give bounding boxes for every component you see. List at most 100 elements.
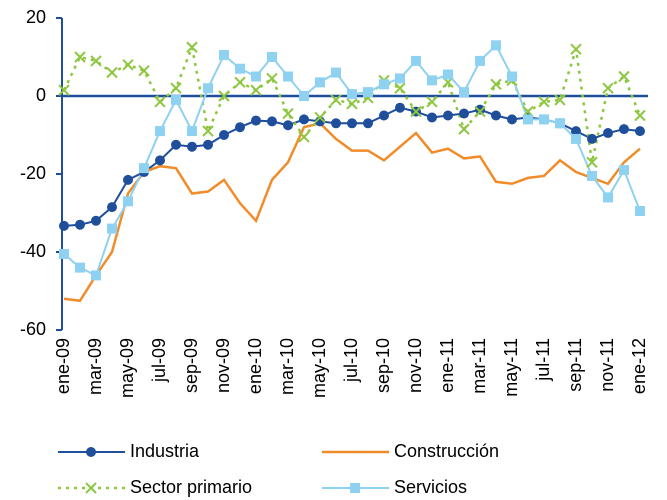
series-line [63, 121, 641, 303]
data-point [155, 126, 165, 137]
data-point [459, 87, 469, 98]
data-point [90, 55, 102, 67]
x-tick-label: ene-10 [245, 338, 265, 394]
data-point [299, 91, 309, 101]
x-tick-label: nov-09 [213, 338, 233, 393]
data-point [586, 156, 598, 169]
data-point [443, 69, 453, 80]
legend-marker [86, 447, 96, 457]
data-point [59, 220, 69, 231]
x-tick-label: ene-09 [53, 338, 73, 394]
data-point [219, 130, 229, 140]
data-point [283, 120, 293, 131]
x-tick-label: mar-11 [469, 338, 489, 394]
data-point [266, 72, 278, 85]
y-tick-label: 20 [26, 7, 46, 27]
legend-marker [85, 482, 97, 494]
data-point [186, 41, 198, 53]
data-point [379, 79, 389, 90]
data-point [346, 98, 358, 110]
data-point [555, 118, 565, 129]
data-point [138, 64, 150, 77]
legend-label: Servicios [394, 477, 467, 497]
x-tick-label: may-10 [309, 338, 329, 398]
data-point [331, 67, 341, 78]
data-point [554, 94, 566, 106]
data-point [299, 114, 309, 125]
data-point [154, 96, 166, 108]
data-point [587, 170, 597, 181]
y-tick-label: -40 [20, 241, 46, 261]
data-point [570, 43, 582, 55]
y-tick-label: -60 [20, 319, 46, 339]
data-point [523, 114, 533, 125]
x-tick-label: sep-09 [181, 338, 201, 393]
data-point [123, 174, 133, 185]
data-point [106, 66, 118, 79]
data-point [475, 104, 485, 115]
data-point [635, 206, 645, 217]
data-point [74, 51, 86, 63]
data-point [139, 163, 149, 174]
legend-item: Construcción [322, 441, 499, 461]
data-point [218, 90, 230, 102]
legend-item: Industria [58, 441, 200, 461]
data-point [347, 118, 357, 129]
data-point [91, 270, 101, 281]
data-point [219, 50, 229, 61]
data-point [491, 40, 501, 51]
data-point [315, 77, 325, 88]
x-tick-label: ene-12 [629, 338, 649, 394]
data-point [107, 202, 117, 213]
data-point [331, 118, 341, 129]
data-point [107, 223, 117, 234]
x-tick-label: nov-10 [405, 338, 425, 393]
data-point [571, 126, 581, 137]
data-point [474, 105, 486, 118]
data-point [539, 114, 549, 125]
data-point [282, 107, 294, 120]
data-point [202, 125, 214, 137]
data-point [75, 262, 85, 273]
data-point [411, 55, 421, 66]
data-point [475, 55, 485, 66]
data-point [203, 139, 213, 150]
data-point [58, 84, 70, 96]
data-point [250, 84, 262, 96]
x-tick-label: mar-10 [277, 338, 297, 395]
x-tick-label: sep-10 [373, 338, 393, 393]
x-tick-label: sep-11 [565, 338, 585, 392]
data-point [410, 105, 422, 118]
data-point [427, 75, 437, 86]
data-point [234, 76, 246, 89]
data-point [122, 59, 134, 71]
data-point [459, 108, 469, 119]
data-point [59, 248, 69, 259]
data-point [587, 133, 597, 144]
data-point [235, 63, 245, 74]
data-point [251, 71, 261, 82]
data-point [123, 196, 133, 207]
data-point [426, 96, 438, 108]
data-point [283, 71, 293, 82]
x-tick-label: mar-09 [85, 338, 105, 395]
x-tick-label: nov-11 [597, 338, 617, 392]
data-point [379, 110, 389, 121]
x-tick-label: may-11 [501, 338, 521, 397]
data-point [347, 89, 357, 100]
legend-label: Sector primario [130, 477, 252, 497]
data-point [538, 96, 550, 108]
x-tick-label: jul-09 [149, 338, 169, 383]
data-point [363, 87, 373, 98]
data-point [187, 126, 197, 137]
y-tick-label: -20 [20, 163, 46, 183]
data-point [330, 94, 342, 106]
y-tick-label: 0 [36, 85, 46, 105]
data-point [187, 141, 197, 152]
data-point [235, 122, 245, 133]
data-point [171, 139, 181, 150]
data-point [427, 112, 437, 123]
data-point [363, 118, 373, 129]
data-point [603, 192, 613, 203]
